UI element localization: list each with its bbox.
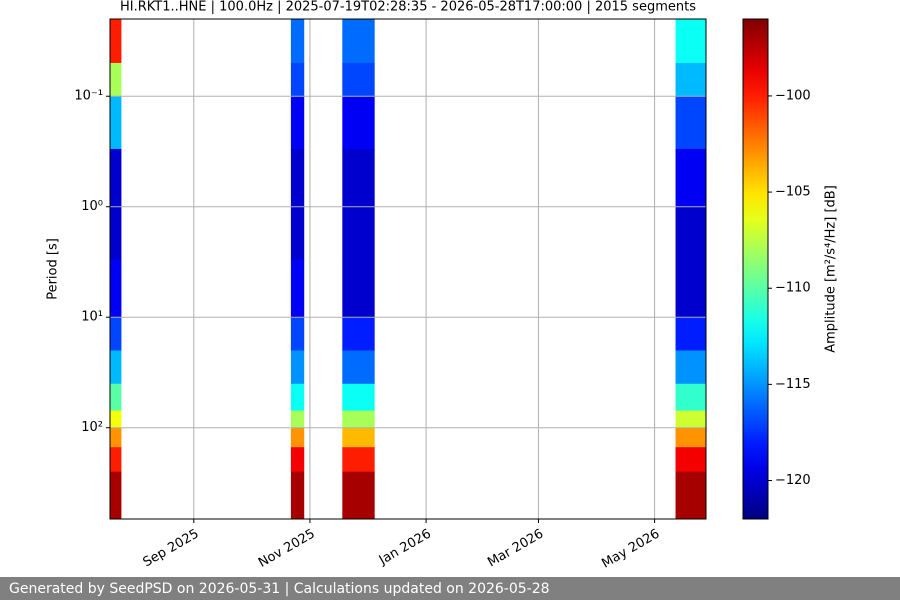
psd-cell [110,471,122,520]
psd-cell [110,447,122,473]
psd-cell [290,317,305,351]
x-tick-label: Jan 2026 [376,527,434,569]
psd-cell [342,427,375,448]
psd-cell [110,410,122,429]
y-tick-label: 10⁻¹ [74,89,103,104]
psd-cell [110,350,122,385]
colorbar-tick-label: −115 [775,377,811,392]
psd-cell [675,317,706,351]
psd-cell [110,19,122,64]
psd-cell [342,410,375,429]
psd-cell [290,447,305,473]
psd-cell [342,206,375,260]
psd-cell [290,350,305,385]
psd-cell [290,206,305,260]
psd-cell [342,259,375,318]
psd-cell [342,148,375,208]
y-tick-label: 10² [81,420,103,435]
psd-cell [675,148,706,208]
x-tick-label: Mar 2026 [485,527,546,571]
psd-cell [675,62,706,97]
psd-cell [290,19,305,64]
colorbar-tick-label: −105 [775,185,811,200]
chart-title: HI.RKT1..HNE | 100.0Hz | 2025-07-19T02:2… [120,0,696,15]
psd-cell [675,96,706,150]
psd-cell [290,259,305,318]
colorbar-tick-label: −100 [775,88,811,103]
psd-cell [675,471,706,520]
psd-cell [290,148,305,208]
psd-cell [110,259,122,318]
psd-cell [290,96,305,150]
psd-cell [342,317,375,351]
x-tick-label: May 2026 [599,527,662,572]
psd-cell [110,62,122,97]
psd-cell [342,19,375,64]
psd-cell [342,96,375,150]
psd-cell [675,259,706,318]
psd-cell [110,96,122,150]
psd-cell [342,350,375,385]
psd-cell [342,383,375,412]
psd-cell [290,427,305,448]
x-tick-label: Sep 2025 [141,527,202,571]
psd-cell [110,383,122,412]
psd-cell [290,383,305,412]
psd-cell [110,206,122,260]
psd-cell [110,317,122,351]
colorbar-tick-label: −110 [775,281,811,296]
x-tick-label: Nov 2025 [256,527,318,571]
psd-cell [675,206,706,260]
psd-cell [290,62,305,97]
psd-cell [290,410,305,429]
colorbar [742,18,769,520]
psd-cell [675,350,706,385]
psd-cell [110,148,122,208]
psd-cell [675,410,706,429]
psd-cell [342,471,375,520]
footer: Generated by SeedPSD on 2026-05-31 | Cal… [9,581,550,597]
psd-cell [675,19,706,64]
plot-frame [109,18,707,520]
psd-cell [290,471,305,520]
footer-bar [0,577,900,600]
psd-cell [675,383,706,412]
y-tick-label: 10⁰ [81,199,103,214]
psd-cell [110,427,122,448]
colorbar-tick-label: −120 [775,473,811,488]
y-tick-label: 10¹ [81,310,103,325]
colorbar-label: Amplitude [m²/s⁴/Hz] [dB] [824,185,839,353]
y-axis-label: Period [s] [46,238,61,300]
psd-cell [342,447,375,473]
psd-cell [342,62,375,97]
psd-cell [675,427,706,448]
psd-cell [675,447,706,473]
